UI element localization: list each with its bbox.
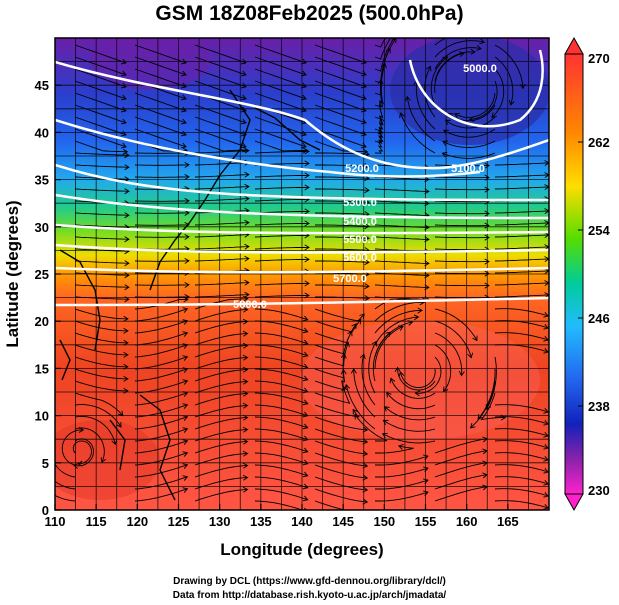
x-tick-label: 120 — [126, 514, 148, 529]
map-title: GSM 18Z08Feb2025 (500.0hPa) — [155, 2, 464, 25]
x-tick-label: 160 — [456, 514, 478, 529]
credit-drawing: Drawing by DCL (https://www.gfd-dennou.o… — [173, 576, 446, 587]
x-tick-label: 165 — [497, 514, 519, 529]
y-tick-label: 25 — [35, 267, 49, 282]
credit-data: Data from http://database.rish.kyoto-u.a… — [172, 590, 447, 601]
contour-label: 5800.0 — [233, 299, 267, 311]
colorbar-tick-label: 270 — [588, 51, 610, 66]
height-contours — [55, 49, 549, 307]
y-tick-label: 30 — [35, 220, 49, 235]
contour-label: 5400.0 — [343, 216, 377, 228]
x-axis: 110 115 120 125 130 135 140 145 150 155 160 165 — [45, 504, 519, 529]
x-axis-title: Longitude (degrees) — [220, 540, 383, 559]
x-tick-label: 140 — [291, 514, 313, 529]
contour-label: 5000.0 — [463, 63, 497, 75]
x-tick-label: 125 — [168, 514, 190, 529]
contour-label: 5100.0 — [451, 163, 485, 175]
y-tick-label: 35 — [35, 173, 49, 188]
y-tick-label: 10 — [35, 409, 49, 424]
contour-label: 5700.0 — [333, 273, 367, 285]
contour-label: 5200.0 — [345, 163, 379, 175]
colorbar-scale — [564, 53, 584, 495]
y-tick-label: 20 — [35, 314, 49, 329]
colorbar-tick-label: 238 — [588, 399, 610, 414]
contour-label: 5600.0 — [343, 252, 377, 264]
y-tick-label: 0 — [42, 503, 49, 518]
y-tick-label: 45 — [35, 78, 49, 93]
x-tick-label: 150 — [373, 514, 395, 529]
contour-labels: 5000.0 5100.0 5200.0 5300.0 5400.0 5500.0 5600… — [233, 63, 497, 311]
contour-label: 5300.0 — [343, 197, 377, 209]
colorbar-top-arrow — [564, 36, 584, 55]
x-tick-label: 110 — [45, 514, 66, 529]
x-tick-label: 115 — [86, 514, 107, 529]
colorbar-tick-label: 246 — [588, 311, 610, 326]
colorbar: 270 262 254 246 238 230 — [564, 36, 610, 512]
coastline — [59, 89, 321, 501]
x-tick-label: 135 — [250, 514, 272, 529]
colorbar-tick-label: 254 — [588, 223, 610, 238]
x-tick-label: 145 — [332, 514, 354, 529]
colorbar-bottom-arrow — [564, 493, 584, 512]
y-axis-title: Latitude (degrees) — [3, 200, 22, 347]
x-tick-label: 130 — [209, 514, 231, 529]
colorbar-tick-label: 262 — [588, 135, 610, 150]
y-tick-label: 40 — [35, 125, 49, 140]
y-axis: 0 5 10 15 20 25 30 35 40 45 — [35, 78, 61, 518]
y-tick-label: 5 — [42, 456, 49, 471]
colorbar-tick-label: 230 — [588, 483, 610, 498]
x-tick-label: 155 — [415, 514, 437, 529]
temperature-field: 5000.0 5100.0 5200.0 5300.0 5400.0 5500.0 5600… — [55, 38, 549, 510]
y-tick-label: 15 — [35, 361, 49, 376]
contour-label: 5500.0 — [343, 234, 377, 246]
